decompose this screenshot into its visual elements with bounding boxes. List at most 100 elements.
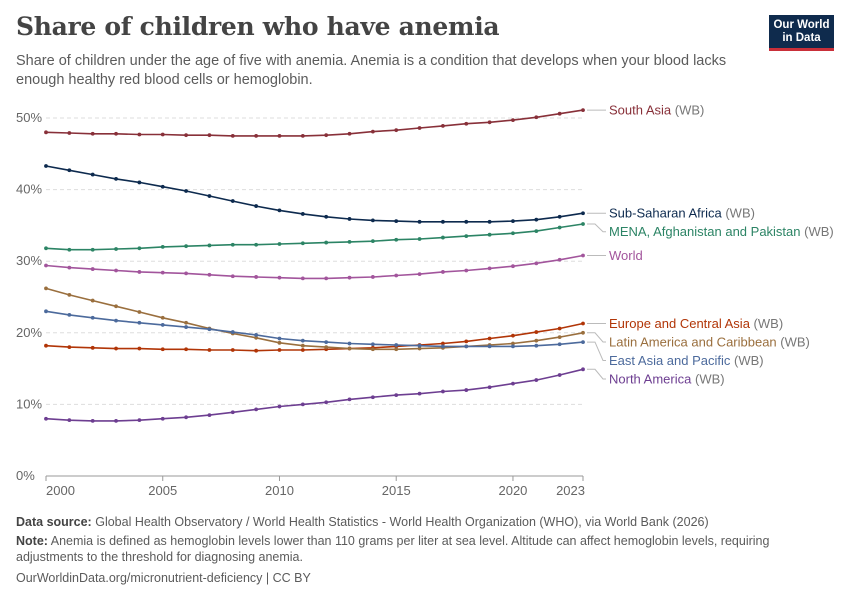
data-point[interactable] xyxy=(114,176,118,181)
data-point[interactable] xyxy=(67,131,72,135)
data-point[interactable] xyxy=(254,348,259,353)
data-point[interactable] xyxy=(581,211,585,216)
data-point[interactable] xyxy=(417,219,422,224)
data-point[interactable] xyxy=(557,111,562,116)
data-point[interactable] xyxy=(90,131,95,136)
data-point[interactable] xyxy=(394,393,399,397)
data-point[interactable] xyxy=(487,219,492,224)
data-point[interactable] xyxy=(277,275,282,280)
series-line[interactable] xyxy=(45,165,584,223)
data-point[interactable] xyxy=(207,133,212,138)
series-label[interactable]: MENA, Afghanistan and Pakistan (WB) xyxy=(609,224,834,239)
data-point[interactable] xyxy=(511,264,515,269)
data-point[interactable] xyxy=(441,235,445,240)
data-point[interactable] xyxy=(511,219,515,224)
data-point[interactable] xyxy=(254,204,259,208)
data-point[interactable] xyxy=(394,347,399,352)
data-point[interactable] xyxy=(184,415,188,420)
data-point[interactable] xyxy=(487,120,492,125)
series-label[interactable]: East Asia and Pacific (WB) xyxy=(609,353,764,368)
data-point[interactable] xyxy=(370,342,375,347)
data-point[interactable] xyxy=(441,344,445,349)
data-point[interactable] xyxy=(90,315,95,320)
data-point[interactable] xyxy=(417,343,422,348)
data-point[interactable] xyxy=(417,391,422,396)
data-point[interactable] xyxy=(487,266,492,271)
data-point[interactable] xyxy=(324,340,329,345)
data-point[interactable] xyxy=(277,208,282,213)
series-line[interactable] xyxy=(45,310,584,348)
data-point[interactable] xyxy=(184,347,188,352)
data-point[interactable] xyxy=(511,333,515,338)
data-point[interactable] xyxy=(417,346,422,351)
data-point[interactable] xyxy=(114,418,118,423)
data-point[interactable] xyxy=(370,239,375,244)
data-point[interactable] xyxy=(300,276,305,281)
data-point[interactable] xyxy=(534,343,539,348)
data-point[interactable] xyxy=(160,270,165,275)
data-point[interactable] xyxy=(207,194,212,198)
data-point[interactable] xyxy=(44,164,48,168)
series-line[interactable] xyxy=(45,254,584,280)
data-point[interactable] xyxy=(90,298,95,303)
data-point[interactable] xyxy=(207,327,212,332)
data-point[interactable] xyxy=(277,340,282,345)
data-point[interactable] xyxy=(300,402,305,407)
data-point[interactable] xyxy=(441,219,445,224)
data-point[interactable] xyxy=(347,346,352,351)
data-point[interactable] xyxy=(511,231,515,236)
data-point[interactable] xyxy=(441,341,445,346)
data-point[interactable] xyxy=(464,234,469,239)
data-point[interactable] xyxy=(67,265,72,270)
data-point[interactable] xyxy=(557,373,562,377)
data-point[interactable] xyxy=(557,225,562,230)
data-point[interactable] xyxy=(581,222,585,226)
series-label[interactable]: North America (WB) xyxy=(609,371,725,386)
data-point[interactable] xyxy=(581,330,585,335)
data-point[interactable] xyxy=(370,347,375,352)
data-point[interactable] xyxy=(511,344,515,349)
data-point[interactable] xyxy=(230,348,235,352)
data-point[interactable] xyxy=(67,168,72,173)
data-point[interactable] xyxy=(277,348,282,352)
data-point[interactable] xyxy=(67,247,72,252)
data-point[interactable] xyxy=(277,134,282,138)
data-point[interactable] xyxy=(44,416,48,421)
data-point[interactable] xyxy=(581,367,585,372)
data-point[interactable] xyxy=(324,276,329,281)
data-point[interactable] xyxy=(254,333,259,337)
data-point[interactable] xyxy=(90,247,95,252)
series-label[interactable]: Latin America and Caribbean (WB) xyxy=(609,334,810,349)
data-point[interactable] xyxy=(557,214,562,219)
data-point[interactable] xyxy=(90,345,95,350)
data-point[interactable] xyxy=(300,241,305,246)
data-point[interactable] xyxy=(230,410,235,415)
data-point[interactable] xyxy=(114,131,118,136)
data-point[interactable] xyxy=(581,321,585,326)
data-point[interactable] xyxy=(557,335,562,339)
data-point[interactable] xyxy=(114,346,118,351)
data-point[interactable] xyxy=(557,342,562,347)
data-point[interactable] xyxy=(184,189,188,193)
data-point[interactable] xyxy=(254,407,259,412)
data-point[interactable] xyxy=(230,274,235,279)
data-point[interactable] xyxy=(487,344,492,349)
data-point[interactable] xyxy=(370,395,375,400)
data-point[interactable] xyxy=(67,418,72,423)
data-point[interactable] xyxy=(511,118,515,123)
data-point[interactable] xyxy=(137,132,142,137)
data-point[interactable] xyxy=(137,346,142,351)
data-point[interactable] xyxy=(370,129,375,134)
data-point[interactable] xyxy=(581,253,585,258)
series-label[interactable]: Europe and Central Asia (WB) xyxy=(609,316,783,331)
footer-url[interactable]: OurWorldinData.org/micronutrient-deficie… xyxy=(16,571,311,585)
data-point[interactable] xyxy=(160,244,165,249)
data-point[interactable] xyxy=(487,336,492,341)
data-point[interactable] xyxy=(114,304,118,309)
data-point[interactable] xyxy=(137,320,142,325)
series-line[interactable] xyxy=(45,368,584,422)
data-point[interactable] xyxy=(534,338,539,343)
data-point[interactable] xyxy=(464,388,469,392)
data-point[interactable] xyxy=(44,246,48,251)
data-point[interactable] xyxy=(67,292,72,297)
